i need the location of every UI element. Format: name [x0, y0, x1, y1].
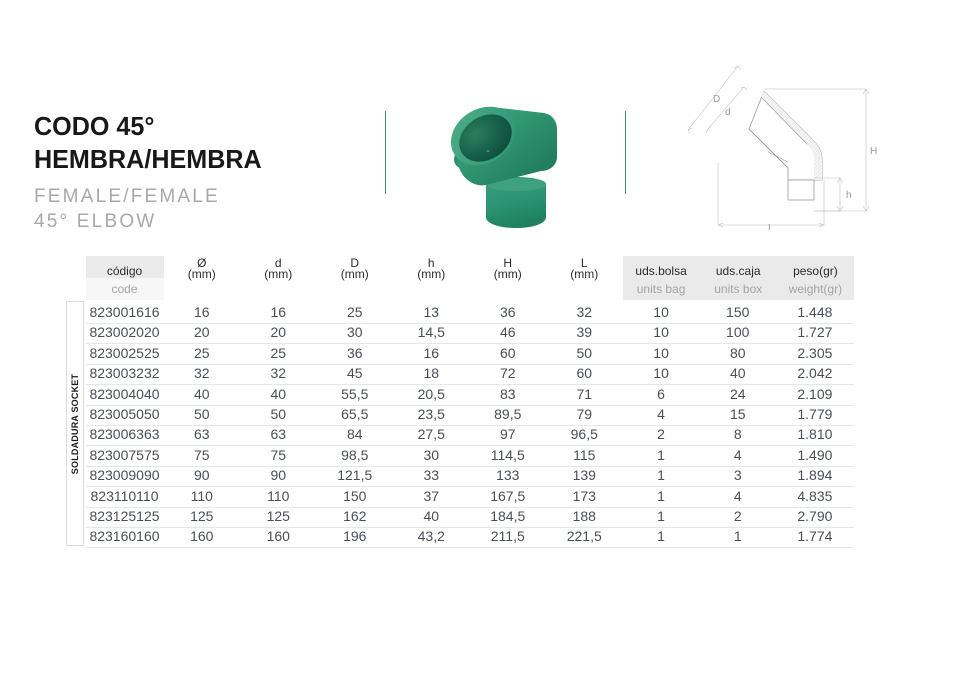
svg-text:d: d [725, 107, 731, 118]
svg-text:D: D [713, 94, 720, 105]
svg-text:L: L [768, 223, 774, 230]
svg-text:H: H [870, 146, 877, 157]
svg-text:h: h [846, 190, 852, 201]
